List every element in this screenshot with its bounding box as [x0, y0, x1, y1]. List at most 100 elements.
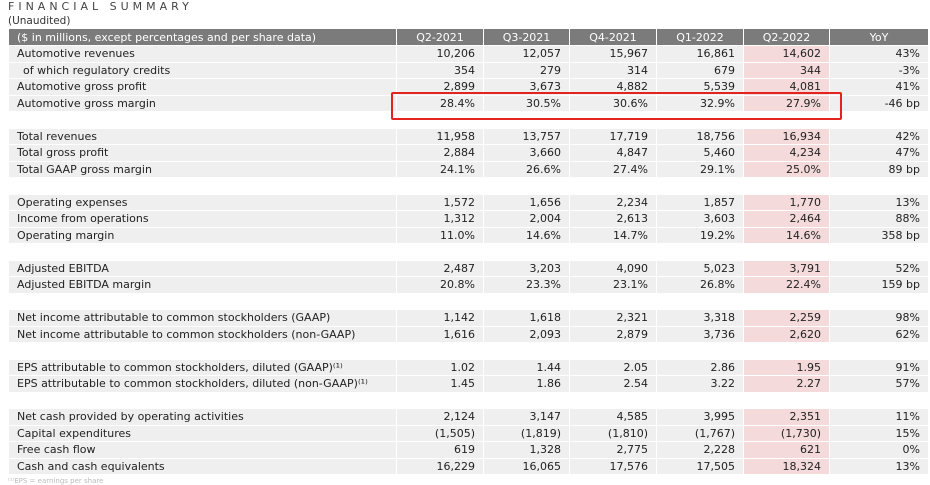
page-title: FINANCIAL SUMMARY	[8, 0, 193, 13]
cell-value: 2,004	[483, 210, 570, 228]
cell-value: 32.9%	[656, 95, 744, 112]
cell-value: 47%	[829, 144, 928, 162]
table-row: Capital expenditures (1,505) (1,819) (1,810…	[8, 425, 928, 442]
cell-value: 29.1%	[656, 161, 744, 178]
table-row: Operating expenses 1,572 1,656 2,234 1,857 1,…	[8, 194, 928, 211]
cell-value: 4,234	[743, 144, 830, 162]
cell-value: 0%	[829, 441, 928, 459]
cell-value: 1.86	[483, 375, 570, 393]
cell-value: 23.1%	[569, 276, 657, 294]
cell-value: 2,259	[743, 309, 830, 327]
cell-value: 17,505	[656, 458, 744, 475]
row-label: Capital expenditures	[8, 425, 397, 442]
cell-value: 2,899	[396, 78, 484, 96]
cell-value: 314	[569, 62, 657, 79]
row-label: Total gross profit	[8, 144, 397, 162]
cell-value: 14.6%	[483, 227, 570, 244]
header-column: YoY	[829, 29, 928, 46]
row-label: Automotive revenues	[8, 45, 397, 63]
table-row: EPS attributable to common stockholders,…	[8, 375, 928, 393]
cell-value: 17,719	[569, 128, 657, 145]
row-label: Automotive gross profit	[8, 78, 397, 96]
cell-value: 1,656	[483, 194, 570, 211]
cell-value: 1,142	[396, 309, 484, 327]
header-units: ($ in millions, except percentages and p…	[8, 29, 397, 46]
table-row: Total gross profit 2,884 3,660 4,847 5,460 4,…	[8, 144, 928, 162]
cell-value: (1,819)	[483, 425, 570, 442]
cell-value: 28.4%	[396, 95, 484, 112]
table-row: Automotive gross profit 2,899 3,673 4,882 5,…	[8, 78, 928, 96]
cell-value: 2.27	[743, 375, 830, 393]
cell-value: 12,057	[483, 45, 570, 63]
cell-value: (1,730)	[743, 425, 830, 442]
cell-value: 3,603	[656, 210, 744, 228]
cell-value: 30.6%	[569, 95, 657, 112]
cell-value: 1,572	[396, 194, 484, 211]
table-row: Free cash flow 619 1,328 2,775 2,228 621 0%	[8, 441, 928, 459]
row-label: Automotive gross margin	[8, 95, 397, 112]
table-row: Total GAAP gross margin 24.1% 26.6% 27.4% 29…	[8, 161, 928, 178]
table-row: Net income attributable to common stockh…	[8, 326, 928, 343]
cell-value: 16,229	[396, 458, 484, 475]
cell-value: 1,328	[483, 441, 570, 459]
cell-value: 24.1%	[396, 161, 484, 178]
cell-value: 679	[656, 62, 744, 79]
cell-value: 4,847	[569, 144, 657, 162]
cell-value: 3,791	[743, 260, 830, 277]
cell-value: 43%	[829, 45, 928, 63]
cell-value: 5,539	[656, 78, 744, 96]
cell-value: 14.7%	[569, 227, 657, 244]
table-row: Automotive gross margin 28.4% 30.5% 30.6% 32…	[8, 95, 928, 112]
cell-value: 344	[743, 62, 830, 79]
cell-value: 15%	[829, 425, 928, 442]
spacer-row	[8, 243, 928, 261]
cell-value: 3,147	[483, 408, 570, 426]
financial-summary-table: ($ in millions, except percentages and p…	[8, 29, 928, 475]
cell-value: 18,324	[743, 458, 830, 475]
cell-value: 26.8%	[656, 276, 744, 294]
cell-value: 2.05	[569, 359, 657, 376]
header-column: Q1-2022	[656, 29, 744, 46]
cell-value: -46 bp	[829, 95, 928, 112]
cell-value: 3.22	[656, 375, 744, 393]
cell-value: 159 bp	[829, 276, 928, 294]
cell-value: (1,767)	[656, 425, 744, 442]
row-label: Total revenues	[8, 128, 397, 145]
cell-value: 1.44	[483, 359, 570, 376]
cell-value: 27.4%	[569, 161, 657, 178]
cell-value: 2.54	[569, 375, 657, 393]
cell-value: 2,321	[569, 309, 657, 327]
table-row: EPS attributable to common stockholders,…	[8, 359, 928, 376]
cell-value: 57%	[829, 375, 928, 393]
page-subtitle: (Unaudited)	[8, 15, 71, 27]
cell-value: 2,879	[569, 326, 657, 343]
row-label: Free cash flow	[8, 441, 397, 459]
cell-value: 1.02	[396, 359, 484, 376]
cell-value: 1,618	[483, 309, 570, 327]
cell-value: 23.3%	[483, 276, 570, 294]
table-row: Income from operations 1,312 2,004 2,613 3,6…	[8, 210, 928, 228]
highlight-annotation-box	[391, 92, 842, 120]
cell-value: 91%	[829, 359, 928, 376]
row-label: Cash and cash equivalents	[8, 458, 397, 475]
cell-value: 1,616	[396, 326, 484, 343]
footnote: ⁽¹⁾EPS = earnings per share	[8, 477, 104, 485]
cell-value: 16,861	[656, 45, 744, 63]
table-row: Operating margin 11.0% 14.6% 14.7% 19.2% 14.6…	[8, 227, 928, 244]
cell-value: 619	[396, 441, 484, 459]
cell-value: 1,312	[396, 210, 484, 228]
cell-value: 98%	[829, 309, 928, 327]
cell-value: 5,460	[656, 144, 744, 162]
cell-value: 1,770	[743, 194, 830, 211]
cell-value: 4,585	[569, 408, 657, 426]
cell-value: 14,602	[743, 45, 830, 63]
cell-value: 1,857	[656, 194, 744, 211]
cell-value: 4,090	[569, 260, 657, 277]
cell-value: 41%	[829, 78, 928, 96]
cell-value: 4,882	[569, 78, 657, 96]
cell-value: 20.8%	[396, 276, 484, 294]
cell-value: 16,934	[743, 128, 830, 145]
cell-value: 88%	[829, 210, 928, 228]
row-label: EPS attributable to common stockholders,…	[8, 359, 397, 376]
cell-value: 11%	[829, 408, 928, 426]
